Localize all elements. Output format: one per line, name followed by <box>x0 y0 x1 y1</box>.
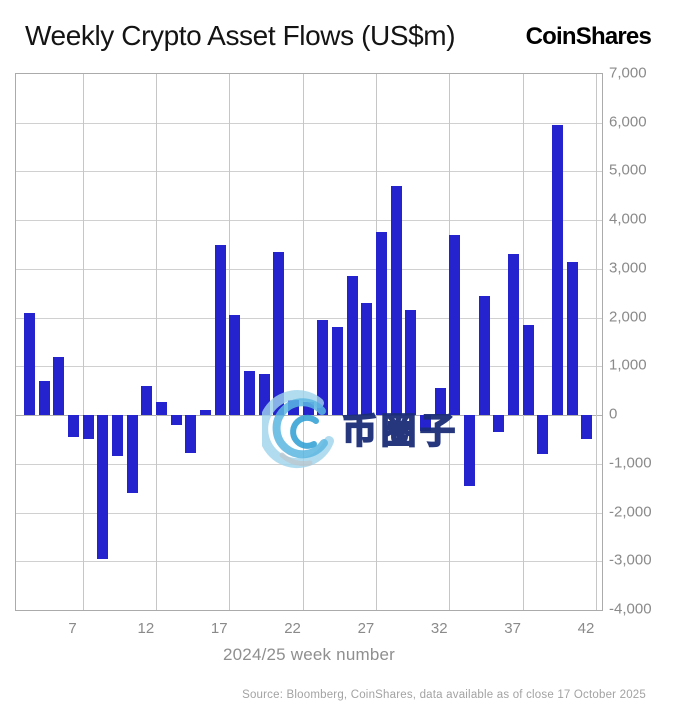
bar-week-13 <box>156 402 168 416</box>
y-tick-label--2000: -2,000 <box>609 503 652 521</box>
coinshares-logo: CoinShares <box>525 23 652 50</box>
bar-week-8 <box>82 415 94 440</box>
bar-week-32 <box>434 388 446 416</box>
bar-week-6 <box>53 356 65 416</box>
source-note: Source: Bloomberg, CoinShares, data avai… <box>242 689 646 701</box>
bar-week-25 <box>332 327 344 416</box>
gridline-x-22 <box>302 74 304 610</box>
bar-week-35 <box>478 295 490 416</box>
bar-week-4 <box>24 312 35 416</box>
y-tick-label-5000: 5,000 <box>609 161 647 179</box>
bar-week-34 <box>464 415 476 486</box>
x-tick-label-7: 7 <box>68 620 77 637</box>
bar-week-33 <box>449 234 461 416</box>
bar-week-37 <box>508 254 520 416</box>
y-tick-label-2000: 2,000 <box>609 308 647 326</box>
bar-week-42 <box>581 415 593 440</box>
x-axis-title: 2024/25 week number <box>222 645 396 664</box>
watermark-text: 币圈子 <box>341 411 460 451</box>
x-tick-label-22: 22 <box>284 620 301 637</box>
bar-week-10 <box>112 415 124 457</box>
bar-week-23 <box>302 402 314 416</box>
x-tick-label-27: 27 <box>357 620 375 637</box>
bar-week-18 <box>229 315 241 416</box>
bar-week-29 <box>390 186 402 416</box>
bar-week-39 <box>537 415 549 455</box>
bar-week-19 <box>244 371 256 416</box>
bar-week-31 <box>420 415 432 432</box>
x-tick-label-32: 32 <box>430 620 448 637</box>
bar-week-22 <box>288 400 300 416</box>
y-tick-label-6000: 6,000 <box>609 113 647 131</box>
bar-week-41 <box>566 261 578 416</box>
gridline-x-42 <box>595 74 597 610</box>
bar-week-15 <box>185 415 197 454</box>
y-tick-label-0: 0 <box>609 405 618 423</box>
gridline-y-4000 <box>16 220 602 222</box>
gridline-y--3000 <box>16 561 602 563</box>
gridline-y-1000 <box>16 366 602 368</box>
y-tick-label-3000: 3,000 <box>609 259 647 277</box>
bar-week-36 <box>493 415 505 433</box>
bar-week-12 <box>141 385 153 416</box>
gridline-y-3000 <box>16 268 602 270</box>
bar-week-17 <box>214 244 226 416</box>
bar-week-27 <box>361 303 373 416</box>
bar-week-9 <box>97 415 109 559</box>
y-tick-label-7000: 7,000 <box>609 64 647 82</box>
gridline-y--2000 <box>16 512 602 514</box>
bar-week-38 <box>522 324 534 416</box>
bar-week-11 <box>126 415 138 494</box>
y-tick-label--3000: -3,000 <box>609 551 652 569</box>
gridline-y-6000 <box>16 122 602 124</box>
bar-week-21 <box>273 251 285 416</box>
bar-week-40 <box>552 125 564 416</box>
y-tick-label--1000: -1,000 <box>609 454 652 472</box>
bar-week-26 <box>346 276 358 416</box>
gridline-x-12 <box>155 74 157 610</box>
bar-week-28 <box>376 232 388 416</box>
x-tick-label-37: 37 <box>504 620 521 637</box>
x-tick-label-42: 42 <box>577 620 595 637</box>
bar-week-16 <box>200 410 212 416</box>
page-title: Weekly Crypto Asset Flows (US$m) <box>25 20 456 51</box>
gridline-x-7 <box>82 74 84 610</box>
gridline-y-5000 <box>16 171 602 173</box>
y-tick-label--4000: -4,000 <box>609 600 652 618</box>
bar-week-20 <box>258 373 270 416</box>
bar-week-24 <box>317 320 329 416</box>
plot-area: 币圈子 <box>15 73 603 611</box>
bar-week-14 <box>170 415 182 425</box>
x-tick-label-12: 12 <box>137 620 155 637</box>
y-tick-label-1000: 1,000 <box>609 356 647 374</box>
x-tick-label-17: 17 <box>210 620 228 637</box>
bar-week-5 <box>38 380 50 416</box>
y-tick-label-4000: 4,000 <box>609 210 647 228</box>
bar-week-30 <box>405 310 417 416</box>
gridline-y-2000 <box>16 317 602 319</box>
bar-week-7 <box>68 415 79 437</box>
